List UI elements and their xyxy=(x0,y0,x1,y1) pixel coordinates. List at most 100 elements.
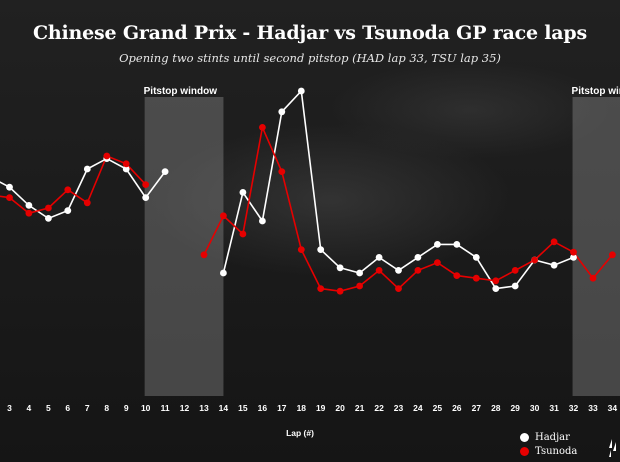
x-tick-label: 26 xyxy=(452,403,462,413)
legend-marker-hadjar xyxy=(520,432,529,442)
tsunoda-point-lap-33 xyxy=(589,274,597,282)
x-tick-label: 4 xyxy=(27,403,32,413)
x-tick-label: 10 xyxy=(141,403,151,413)
tsunoda-point-lap-20 xyxy=(336,287,344,295)
x-tick-label: 13 xyxy=(199,403,209,413)
chart-title: Chinese Grand Prix - Hadjar vs Tsunoda G… xyxy=(32,22,588,44)
pitstop-window-label-1: Pitstop windov xyxy=(572,86,620,97)
hadjar-point-lap-20 xyxy=(336,264,344,272)
x-tick-label: 31 xyxy=(549,403,559,413)
legend-label-tsunoda: Tsunoda xyxy=(535,445,578,457)
tsunoda-point-lap-13 xyxy=(200,251,208,259)
hadjar-point-lap-23 xyxy=(395,267,402,274)
legend-label-hadjar: Hadjar xyxy=(535,431,570,443)
hadjar-point-lap-29 xyxy=(511,282,519,290)
tsunoda-point-lap-30 xyxy=(531,256,538,264)
tsunoda-point-lap-3 xyxy=(6,194,13,202)
tsunoda-point-lap-16 xyxy=(259,124,266,131)
x-tick-label: 24 xyxy=(413,403,423,413)
hadjar-point-lap-15 xyxy=(239,189,247,196)
x-tick-label: 34 xyxy=(608,403,618,413)
tsunoda-point-lap-7 xyxy=(83,199,91,207)
hadjar-point-lap-10 xyxy=(142,194,150,202)
legend-item-tsunoda: Tsunoda xyxy=(520,444,577,458)
x-axis-ticks: 3 4 5 6 7 8 9 10 11 12 13 14 15 16 17 18 19 20 21 22 23 24 25 2… xyxy=(7,403,617,413)
hadjar-point-lap-5 xyxy=(45,215,52,222)
x-tick-label: 6 xyxy=(65,403,70,413)
x-tick-label: 23 xyxy=(394,403,404,413)
x-tick-label: 15 xyxy=(238,403,248,413)
pitstop-regions: Pitstop window Pitstop windov xyxy=(144,86,620,396)
hadjar-point-lap-3 xyxy=(6,183,13,191)
hadjar-line-segment-1 xyxy=(222,89,574,290)
hadjar-point-lap-14 xyxy=(220,269,227,277)
hadjar-point-lap-7 xyxy=(83,165,91,173)
hadjar-point-lap-19 xyxy=(317,246,325,254)
legend-marker-tsunoda xyxy=(520,446,529,456)
tsunoda-point-lap-14 xyxy=(220,212,227,220)
hadjar-point-lap-6 xyxy=(64,207,72,215)
tsunoda-point-lap-28 xyxy=(492,277,500,285)
x-tick-label: 5 xyxy=(46,403,51,413)
tsunoda-point-lap-4 xyxy=(25,209,33,217)
x-tick-label: 27 xyxy=(472,403,482,413)
pitstop-window-1 xyxy=(572,97,620,396)
x-tick-label: 17 xyxy=(277,403,287,413)
x-tick-label: 28 xyxy=(491,403,501,413)
tsunoda-point-lap-31 xyxy=(550,238,558,246)
tsunoda-point-lap-25 xyxy=(434,259,441,266)
tsunoda-point-lap-18 xyxy=(297,246,305,254)
hadjar-point-lap-17 xyxy=(278,108,286,116)
tsunoda-point-lap-10 xyxy=(142,181,150,189)
x-tick-label: 25 xyxy=(433,403,443,413)
x-tick-label: 14 xyxy=(219,403,229,413)
hadjar-point-lap-25 xyxy=(434,241,441,248)
x-tick-label: 33 xyxy=(588,403,598,413)
tsunoda-point-lap-23 xyxy=(395,285,402,292)
brand-logo-icon xyxy=(609,439,616,457)
hadjar-point-lap-16 xyxy=(259,217,266,225)
tsunoda-point-lap-22 xyxy=(375,267,383,274)
x-tick-label: 12 xyxy=(180,403,190,413)
x-tick-label: 7 xyxy=(85,403,90,413)
hadjar-point-lap-28 xyxy=(492,285,500,292)
x-tick-label: 29 xyxy=(510,403,520,413)
hadjar-line-segment-0 xyxy=(0,157,166,220)
legend-item-hadjar: Hadjar xyxy=(520,430,577,444)
hadjar-point-lap-31 xyxy=(550,261,558,269)
hadjar-point-lap-26 xyxy=(453,241,461,248)
hadjar-point-lap-9 xyxy=(122,165,130,173)
tsunoda-point-lap-9 xyxy=(122,160,130,168)
tsunoda-point-lap-6 xyxy=(64,186,72,194)
x-tick-label: 32 xyxy=(569,403,579,413)
hadjar-point-lap-21 xyxy=(356,269,363,277)
hadjar-point-lap-11 xyxy=(161,168,169,176)
tsunoda-line-segment-1 xyxy=(203,124,614,293)
x-tick-label: 8 xyxy=(104,403,109,413)
pitstop-window-label-0: Pitstop window xyxy=(144,86,218,97)
hadjar-point-lap-22 xyxy=(375,254,383,261)
tsunoda-point-lap-19 xyxy=(317,285,325,292)
x-tick-label: 9 xyxy=(124,403,129,413)
x-tick-label: 11 xyxy=(161,403,170,413)
x-tick-label: 18 xyxy=(297,403,307,413)
pitstop-window-0 xyxy=(144,97,224,396)
tsunoda-point-lap-21 xyxy=(356,282,363,290)
hadjar-point-lap-27 xyxy=(472,254,480,261)
legend: Hadjar Tsunoda xyxy=(520,430,577,458)
x-tick-label: 16 xyxy=(258,403,268,413)
tsunoda-point-lap-8 xyxy=(103,152,111,160)
chart-subtitle: Opening two stints until second pitstop … xyxy=(119,51,501,65)
x-tick-label: 22 xyxy=(374,403,384,413)
tsunoda-point-lap-5 xyxy=(45,204,52,212)
tsunoda-point-lap-26 xyxy=(453,272,461,279)
x-tick-label: 20 xyxy=(335,403,345,413)
x-tick-label: 21 xyxy=(355,403,365,413)
series-lines xyxy=(0,89,614,293)
tsunoda-point-lap-32 xyxy=(570,248,577,256)
tsunoda-point-lap-15 xyxy=(239,230,247,238)
tsunoda-point-lap-17 xyxy=(278,168,286,176)
tsunoda-point-lap-27 xyxy=(472,274,480,282)
